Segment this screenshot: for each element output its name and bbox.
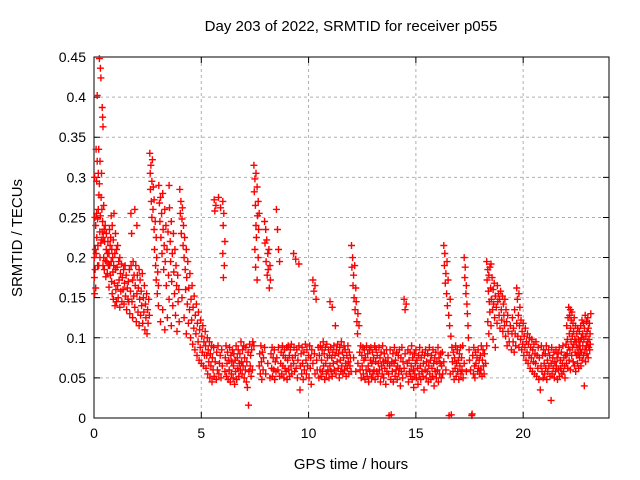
y-tick-label: 0.2 <box>67 250 87 266</box>
plot-border <box>93 56 610 419</box>
y-axis-label: SRMTID / TECUs <box>9 179 26 297</box>
grid-lines <box>94 57 609 418</box>
chart-title: Day 203 of 2022, SRMTID for receiver p05… <box>205 18 498 35</box>
x-tick-label: 10 <box>301 425 317 441</box>
y-tick-label: 0.45 <box>59 49 86 65</box>
y-tick-label: 0 <box>78 410 86 426</box>
scatter-points <box>90 55 595 420</box>
y-tick-label: 0.05 <box>59 370 86 386</box>
y-tick-label: 0.25 <box>59 209 86 225</box>
y-tick-label: 0.4 <box>67 89 87 105</box>
x-tick-label: 15 <box>408 425 424 441</box>
y-tick-label: 0.15 <box>59 290 86 306</box>
y-tick-label: 0.3 <box>67 169 87 185</box>
y-tick-label: 0.1 <box>67 330 87 346</box>
x-tick-label: 5 <box>197 425 205 441</box>
plot-generated-content: 0 5 10 15 20 0 0.05 0.1 0.15 0.2 0.25 0.3 0.35 0.4 0.4… <box>59 49 610 441</box>
y-tick-label: 0.35 <box>59 129 86 145</box>
x-tick-label: 0 <box>90 425 98 441</box>
x-axis-label: GPS time / hours <box>294 456 408 473</box>
tick-marks <box>93 56 609 419</box>
x-tick-label: 20 <box>515 425 531 441</box>
